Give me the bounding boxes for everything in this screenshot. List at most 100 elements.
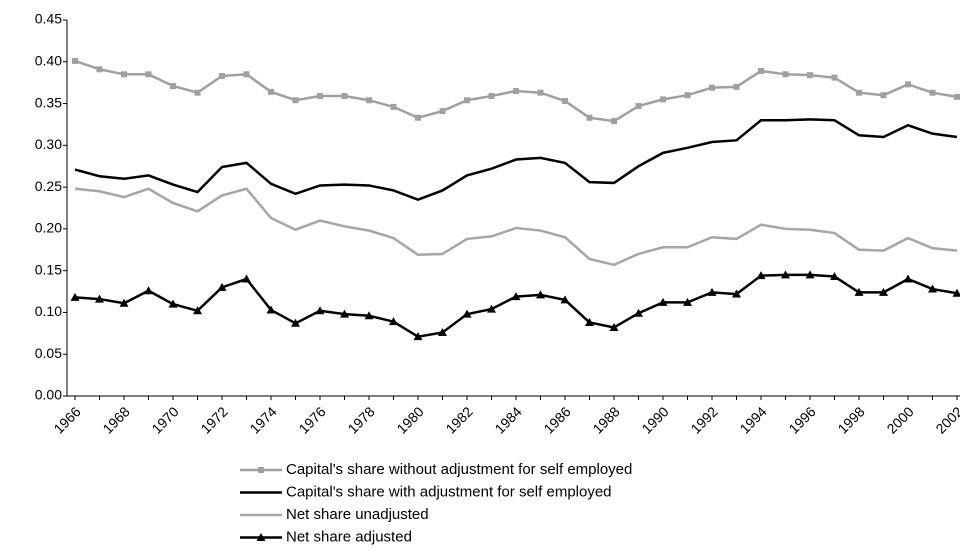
- marker: [609, 322, 619, 331]
- marker: [537, 89, 544, 96]
- marker: [709, 84, 715, 91]
- x-tick-label: 1998: [834, 403, 867, 436]
- marker: [513, 88, 519, 95]
- marker: [217, 282, 227, 291]
- marker: [683, 297, 692, 306]
- x-tick-label: 1976: [295, 403, 328, 436]
- y-tick-label: 0.20: [35, 220, 62, 236]
- marker: [95, 294, 104, 303]
- x-tick-label: 2000: [883, 403, 916, 436]
- marker: [366, 97, 372, 104]
- marker: [856, 89, 862, 96]
- x-tick-label: 1980: [393, 403, 426, 436]
- x-tick-label: 1996: [785, 403, 818, 436]
- y-tick-label: 0.40: [35, 52, 62, 68]
- marker: [634, 308, 643, 317]
- y-tick-label: 0.25: [35, 178, 62, 194]
- x-tick-label: 1992: [687, 403, 720, 436]
- marker: [464, 97, 470, 104]
- marker: [684, 92, 691, 99]
- marker: [72, 57, 78, 64]
- marker: [903, 274, 913, 283]
- marker: [389, 317, 398, 326]
- marker: [119, 298, 129, 307]
- x-tick-label: 1990: [638, 403, 671, 436]
- marker: [879, 287, 888, 296]
- marker: [364, 311, 374, 320]
- marker: [96, 66, 103, 73]
- x-tick-label: 1986: [540, 403, 573, 436]
- marker: [782, 71, 789, 78]
- marker: [756, 271, 766, 280]
- series-line: [74, 118, 958, 201]
- x-tick-label: 2002: [932, 403, 960, 436]
- marker: [928, 284, 937, 293]
- marker: [390, 103, 397, 110]
- marker: [660, 96, 666, 103]
- x-tick-label: 1968: [99, 403, 132, 436]
- marker: [487, 304, 496, 313]
- marker: [732, 289, 741, 298]
- marker: [807, 72, 813, 79]
- marker: [880, 92, 887, 99]
- y-tick-label: 0.35: [35, 94, 62, 110]
- y-tick-label: 0.00: [35, 387, 62, 403]
- marker: [905, 81, 911, 88]
- marker: [219, 72, 225, 79]
- marker: [170, 83, 176, 90]
- y-tick-label: 0.45: [35, 11, 62, 27]
- marker: [658, 297, 668, 306]
- x-tick-label: 1978: [344, 403, 377, 436]
- marker: [415, 114, 421, 121]
- legend-label: Net share unadjusted: [286, 506, 429, 523]
- series-line: [74, 273, 958, 338]
- y-tick-label: 0.15: [35, 261, 62, 277]
- legend: Capital's share without adjustment for s…: [240, 461, 632, 545]
- marker: [831, 74, 838, 81]
- x-tick-label: 1972: [197, 403, 230, 436]
- y-tick-label: 0.10: [35, 303, 62, 319]
- marker: [511, 292, 521, 301]
- marker: [193, 306, 202, 315]
- marker: [292, 97, 299, 104]
- marker: [341, 93, 348, 100]
- marker: [586, 114, 593, 121]
- marker: [707, 287, 717, 296]
- y-tick-label: 0.05: [35, 345, 62, 361]
- marker: [952, 288, 960, 297]
- marker: [830, 272, 839, 281]
- x-tick-label: 1970: [148, 403, 181, 436]
- marker: [929, 89, 936, 96]
- marker: [488, 93, 495, 100]
- marker: [733, 83, 740, 90]
- marker: [560, 295, 570, 304]
- marker: [317, 93, 323, 100]
- x-tick-label: 1994: [736, 403, 769, 436]
- series-line: [74, 187, 958, 267]
- marker: [635, 103, 642, 110]
- legend-label: Capital's share without adjustment for s…: [286, 461, 632, 478]
- marker: [439, 108, 446, 115]
- marker: [194, 89, 201, 96]
- marker: [242, 274, 251, 283]
- legend-marker: [258, 467, 264, 473]
- x-tick-label: 1982: [442, 403, 475, 436]
- x-tick-label: 1988: [589, 403, 622, 436]
- marker: [168, 299, 178, 308]
- marker: [291, 318, 300, 327]
- marker: [144, 286, 153, 295]
- marker: [340, 309, 349, 318]
- marker: [805, 270, 815, 279]
- y-tick-label: 0.30: [35, 136, 62, 152]
- marker: [438, 327, 447, 336]
- marker: [854, 287, 864, 296]
- legend-label: Net share adjusted: [286, 528, 412, 545]
- marker: [536, 290, 545, 299]
- legend-label: Capital's share with adjustment for self…: [286, 483, 612, 500]
- marker: [758, 67, 764, 74]
- marker: [243, 71, 250, 78]
- marker: [954, 93, 960, 100]
- marker: [585, 317, 594, 326]
- marker: [611, 118, 617, 125]
